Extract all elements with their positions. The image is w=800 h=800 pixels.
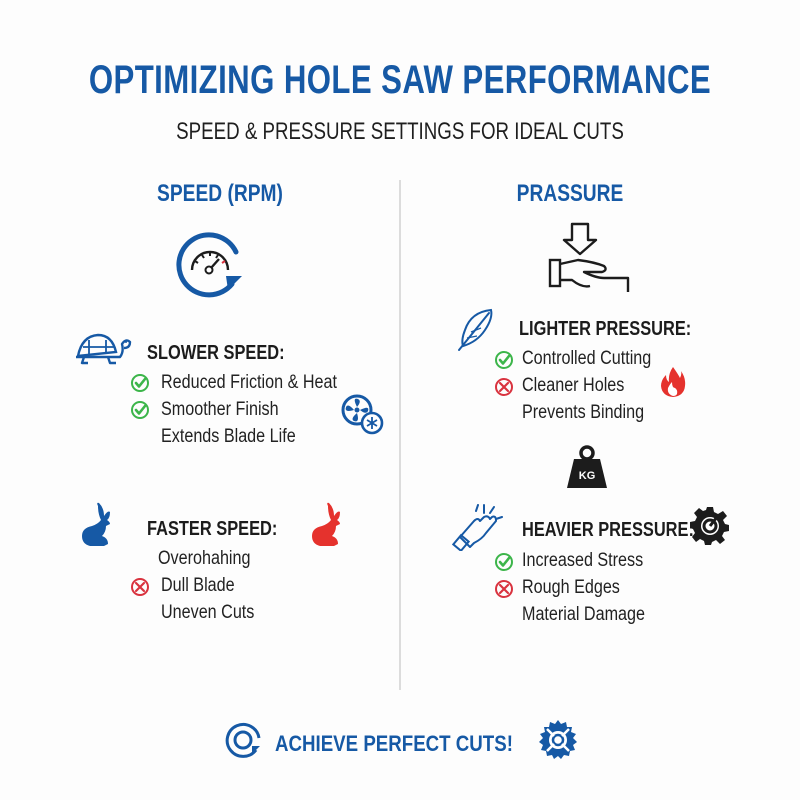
hand-pressure-icon [548,222,630,292]
check-icon [131,401,149,419]
flame-icon [661,367,686,397]
faster-item-2: Dull Blade [161,575,235,596]
pressure-heading: PRASSURE [516,180,624,207]
heavier-item-2: Rough Edges [522,577,620,598]
feather-icon [458,308,493,351]
hand-push-icon [452,504,503,551]
cross-icon [131,578,149,596]
lighter-item-2: Cleaner Holes [522,375,625,396]
cross-icon [495,580,513,598]
rabbit-icon [82,502,110,546]
speed-heading: SPEED (RPM) [157,180,283,207]
kg-weight-icon [567,445,607,488]
faster-item-1: Overohahing [158,548,251,569]
cross-icon [495,378,513,396]
slower-speed-label: SLOWER SPEED: [147,342,285,364]
heavier-item-1: Increased Stress [522,550,644,571]
lighter-item-1: Controlled Cutting [522,348,652,369]
heavier-pressure-label: HEAVIER PRESSURE: [522,519,694,541]
kg-label: KG [578,470,596,482]
gear-icon [690,507,729,545]
check-icon [495,553,513,571]
page-subtitle: SPEED & PRESSURE SETTINGS FOR IDEAL CUTS [176,118,624,145]
heavier-item-3: Material Damage [522,604,645,625]
speedometer-icon [176,232,242,298]
footer-slogan: ACHIEVE PERFECT CUTS! [275,731,513,756]
turtle-icon [76,333,132,365]
column-divider [399,180,401,690]
faster-item-3: Uneven Cuts [161,602,255,623]
rabbit-red-icon [312,502,340,546]
check-icon [131,374,149,392]
slower-item-2: Smoother Finish [161,399,279,420]
lighter-pressure-label: LIGHTER PRESSURE: [519,318,692,340]
faster-speed-label: FASTER SPEED: [147,518,278,540]
slower-item-3: Extends Blade Life [161,426,296,447]
slower-item-1: Reduced Friction & Heat [161,372,337,393]
lighter-item-3: Prevents Binding [522,402,645,423]
page-title: OPTIMIZING HOLE SAW PERFORMANCE [88,58,712,102]
saw-blade-icon [539,720,577,759]
check-icon [495,351,513,369]
cooling-fan-icon [341,394,384,435]
rotation-target-icon [225,722,261,758]
